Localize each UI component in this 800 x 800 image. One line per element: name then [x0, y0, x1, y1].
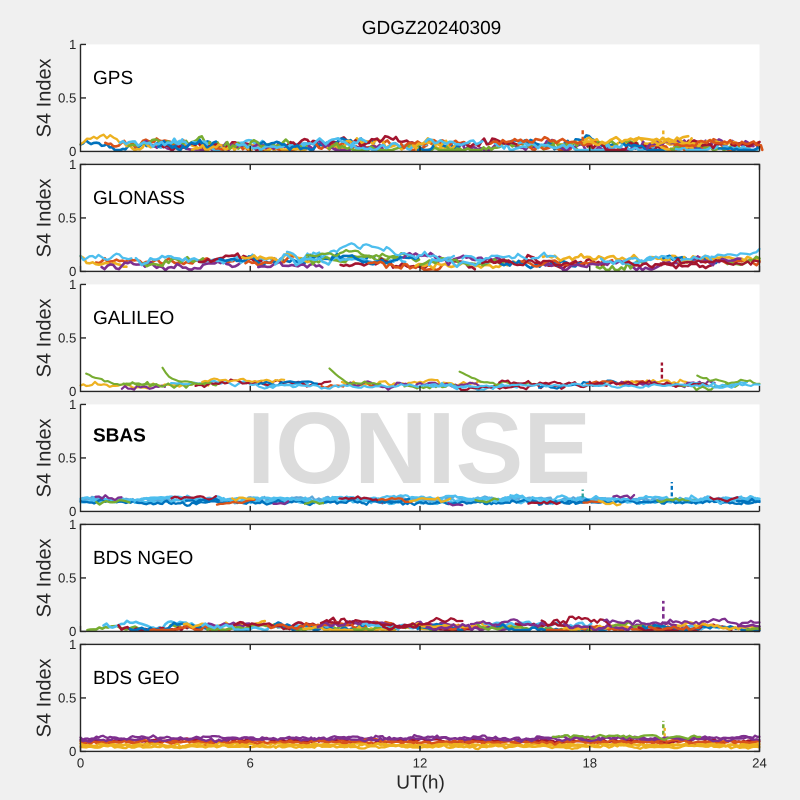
svg-text:BDS NGEO: BDS NGEO: [93, 548, 193, 569]
svg-text:BDS GEO: BDS GEO: [93, 668, 180, 689]
svg-text:S4 Index: S4 Index: [34, 58, 56, 137]
svg-text:S4 Index: S4 Index: [34, 178, 56, 257]
svg-text:1: 1: [69, 517, 76, 532]
svg-text:0: 0: [69, 624, 76, 639]
svg-text:IONISE: IONISE: [247, 391, 591, 505]
svg-text:GALILEO: GALILEO: [93, 308, 174, 329]
svg-text:S4 Index: S4 Index: [34, 298, 56, 377]
svg-text:GLONASS: GLONASS: [93, 188, 185, 209]
svg-text:SBAS: SBAS: [93, 425, 146, 446]
svg-text:12: 12: [413, 756, 428, 771]
svg-text:S4 Index: S4 Index: [34, 658, 56, 737]
svg-text:0: 0: [69, 504, 76, 519]
svg-text:S4 Index: S4 Index: [34, 538, 56, 617]
svg-text:0.5: 0.5: [58, 331, 76, 346]
svg-text:1: 1: [69, 157, 76, 172]
svg-text:GDGZ20240309: GDGZ20240309: [362, 18, 501, 39]
svg-text:6: 6: [247, 756, 254, 771]
svg-text:0.5: 0.5: [58, 211, 76, 226]
svg-text:0.5: 0.5: [58, 691, 76, 706]
svg-text:UT(h): UT(h): [396, 773, 445, 794]
svg-text:0: 0: [69, 264, 76, 279]
svg-text:1: 1: [69, 637, 76, 652]
svg-text:0: 0: [69, 384, 76, 399]
svg-text:0.5: 0.5: [58, 451, 76, 466]
svg-text:S4 Index: S4 Index: [34, 418, 56, 497]
svg-text:0: 0: [69, 144, 76, 159]
svg-text:0: 0: [69, 744, 76, 759]
svg-text:1: 1: [69, 277, 76, 292]
svg-text:GPS: GPS: [93, 68, 133, 89]
svg-text:0.5: 0.5: [58, 91, 76, 106]
svg-text:0.5: 0.5: [58, 571, 76, 586]
svg-text:1: 1: [69, 37, 76, 52]
svg-text:1: 1: [69, 397, 76, 412]
svg-text:0: 0: [77, 756, 84, 771]
svg-text:18: 18: [582, 756, 597, 771]
svg-text:24: 24: [752, 756, 767, 771]
